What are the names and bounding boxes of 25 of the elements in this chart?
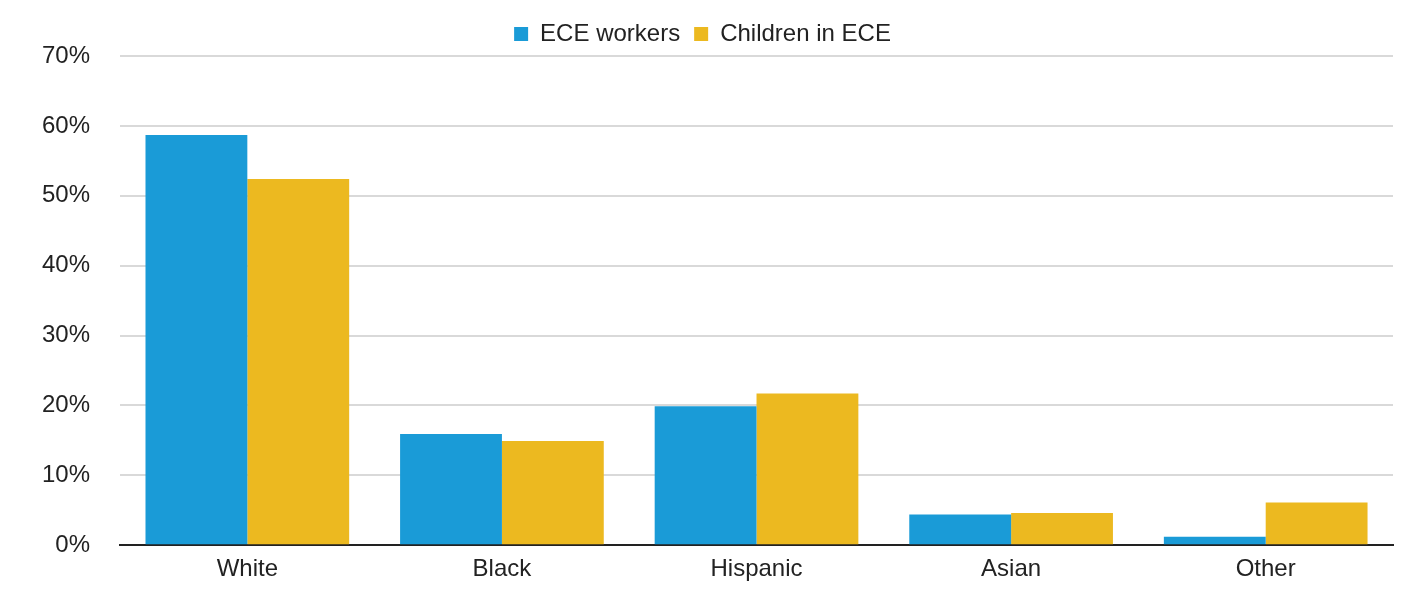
x-tick-label: Asian [981,554,1042,582]
bar [145,134,248,545]
bar [1163,536,1266,545]
y-tick-label: 20% [41,390,91,418]
bar [756,393,859,545]
y-tick-label: 10% [41,459,91,487]
bar [400,434,502,545]
x-tick-label: Hispanic [710,554,803,582]
legend-label: Children in ECE [720,18,891,46]
y-tick-label: 40% [41,250,91,278]
y-tick-label: 50% [41,180,91,208]
y-tick-label: 60% [41,110,91,138]
bar [909,514,1012,545]
x-tick-label: Other [1235,554,1296,582]
bar [501,441,604,545]
y-tick-label: 0% [55,529,91,557]
y-tick-label: 30% [41,320,91,348]
bar [247,179,350,545]
x-tick-label: White [216,554,279,582]
bar [654,406,757,545]
y-tick-label: 70% [41,40,91,68]
bar [1011,513,1113,545]
bar [1265,502,1368,545]
legend-label: ECE workers [540,18,681,46]
x-tick-label: Black [472,554,533,582]
